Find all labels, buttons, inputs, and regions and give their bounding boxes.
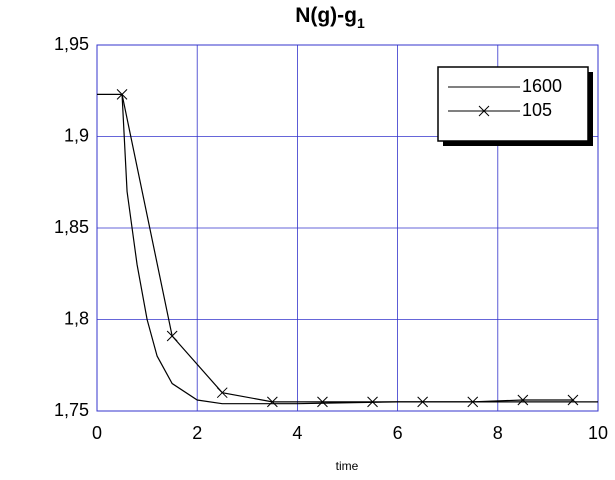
legend-box <box>437 66 589 142</box>
data-marker <box>216 387 228 399</box>
y-tick-label: 1,8 <box>64 308 89 328</box>
legend-label: 1600 <box>522 76 562 96</box>
data-marker <box>567 394 579 406</box>
y-tick-label: 1,9 <box>64 125 89 145</box>
chart-title: N(g)-g1 <box>295 4 365 31</box>
data-marker <box>266 396 278 408</box>
plot-frame <box>96 44 599 412</box>
marker-stroke <box>116 89 128 100</box>
marker-stroke <box>166 330 178 342</box>
x-tick-label: 2 <box>192 423 202 443</box>
data-marker <box>467 396 479 408</box>
marker-stroke <box>216 387 228 399</box>
title-main: N(g)-g <box>295 4 357 27</box>
marker-stroke <box>266 396 278 408</box>
marker-stroke <box>467 396 479 408</box>
marker-stroke <box>417 396 429 408</box>
marker-stroke <box>367 396 378 408</box>
data-marker <box>166 330 178 342</box>
y-tick-label: 1,95 <box>54 34 89 54</box>
x-tick-label: 6 <box>393 423 403 443</box>
data-marker <box>367 396 378 408</box>
y-tick-label: 1,75 <box>54 400 89 420</box>
x-tick-label: 8 <box>493 423 503 443</box>
data-marker <box>317 396 328 408</box>
data-marker <box>417 396 429 408</box>
legend-label: 105 <box>522 100 552 120</box>
marker-stroke <box>517 394 529 406</box>
series-line <box>121 94 573 403</box>
y-tick-label: 1,85 <box>54 217 89 237</box>
title-subscript: 1 <box>357 15 365 31</box>
marker-stroke <box>478 105 490 117</box>
legend-marker <box>478 105 490 117</box>
marker-stroke <box>317 396 328 408</box>
x-tick-label: 10 <box>588 423 608 443</box>
data-marker <box>116 89 128 100</box>
marker-stroke <box>567 394 579 406</box>
x-tick-label: 0 <box>92 423 102 443</box>
x-axis-label: time <box>336 459 359 473</box>
data-marker <box>517 394 529 406</box>
x-tick-label: 4 <box>292 423 302 443</box>
